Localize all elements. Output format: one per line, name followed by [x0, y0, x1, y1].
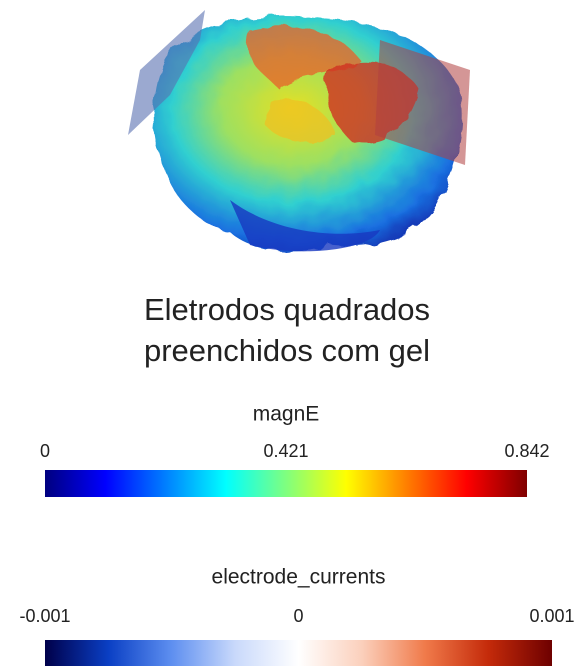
colorbar: [45, 640, 552, 666]
caption-line: Eletrodos quadrados: [144, 292, 430, 327]
colorbar-tick-label: 0.001: [529, 606, 574, 626]
colorbar-tick-label: 0.842: [504, 441, 549, 461]
colorbar-title: electrode_currents: [212, 566, 386, 589]
colorbar-tick-label: 0: [40, 441, 50, 461]
figure: Eletrodos quadrados preenchidos com gel …: [0, 0, 579, 666]
colorbar-tick-label: 0.421: [263, 441, 308, 461]
caption-line: preenchidos com gel: [144, 333, 430, 368]
colorbar-title: magnE: [253, 403, 320, 426]
colorbar-tick-label: 0: [293, 606, 303, 626]
colorbar: [45, 470, 527, 497]
colorbar-tick-label: -0.001: [19, 606, 70, 626]
brain-render: [128, 10, 470, 252]
